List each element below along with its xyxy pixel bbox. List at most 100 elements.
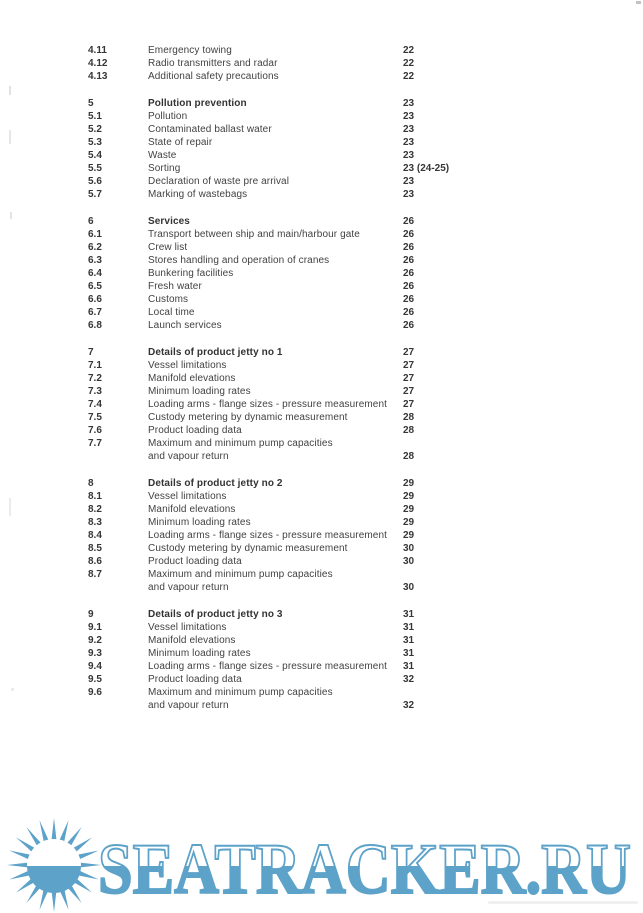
toc-item-number: 5.1 [88, 111, 102, 122]
toc-row: 7.5 Custody metering by dynamic measureme… [0, 411, 643, 424]
toc-page-number: 30 [403, 543, 415, 554]
toc-item-number: 7.3 [88, 386, 102, 397]
toc-item-title: Declaration of waste pre arrival [148, 176, 290, 187]
toc-item-title: Pollution [148, 111, 188, 122]
watermark-text: SEATRACKER.RU [98, 829, 631, 909]
toc-item-title: Bunkering facilities [148, 268, 234, 279]
toc-item-title: Vessel limitations [148, 360, 227, 371]
toc-page-number: 27 [403, 373, 415, 384]
toc-page-number: 31 [403, 661, 415, 672]
toc-item-number: 9.4 [88, 661, 102, 672]
toc-page-number: 26 [403, 307, 415, 318]
toc-item-number: 6.2 [88, 242, 102, 253]
toc-row: 7.6 Product loading data 28 [0, 424, 643, 437]
toc-row: 8.1 Vessel limitations 29 [0, 490, 643, 503]
toc-page-number: 22 [403, 45, 415, 56]
toc-item-number: 9 [88, 609, 94, 620]
toc-item-title: Maximum and minimum pump capacities and v… [148, 437, 403, 463]
toc-item-title: Marking of wastebags [148, 189, 248, 200]
toc-item-number: 7.1 [88, 360, 102, 371]
toc-row: 6.4 Bunkering facilities 26 [0, 267, 643, 280]
toc-page-number: 29 [403, 504, 415, 515]
toc-item-number: 5.4 [88, 150, 102, 161]
toc-item-number: 5.5 [88, 163, 102, 174]
toc-page-number: 26 [403, 229, 415, 240]
toc-item-number: 7.4 [88, 399, 102, 410]
toc-item-number: 9.3 [88, 648, 102, 659]
toc-page-number: 32 [403, 700, 415, 711]
toc-header-row: 9 Details of product jetty no 3 31 [0, 608, 643, 621]
toc-item-number: 6.8 [88, 320, 102, 331]
toc-item-title: Details of product jetty no 1 [148, 347, 283, 358]
toc-item-number: 6.5 [88, 281, 102, 292]
toc-row: 9.5 Product loading data 32 [0, 673, 643, 686]
toc-page-number: 23 [403, 189, 415, 200]
toc-item-title: Loading arms - flange sizes - pressure m… [148, 661, 387, 672]
toc-row: 7.4 Loading arms - flange sizes - pressur… [0, 398, 643, 411]
toc-page-number: 23 [403, 124, 415, 135]
toc-row: 8.6 Product loading data 30 [0, 555, 643, 568]
toc-page-number: 26 [403, 255, 415, 266]
toc-item-number: 6.4 [88, 268, 102, 279]
toc-page-number: 26 [403, 242, 415, 253]
toc-item-title: Local time [148, 307, 195, 318]
toc-page-number: 22 [403, 58, 415, 69]
toc-item-number: 4.11 [88, 45, 107, 56]
toc-header-row: 5 Pollution prevention 23 [0, 97, 643, 110]
toc-group: 7 Details of product jetty no 1 27 7.1 Vesse… [0, 346, 643, 463]
toc-page-number: 26 [403, 268, 415, 279]
toc-item-title: Custody metering by dynamic measurement [148, 412, 348, 423]
toc-page-number: 23 [403, 137, 415, 148]
toc-item-title: Sorting [148, 163, 181, 174]
toc-page-number: 27 [403, 360, 415, 371]
toc-item-title: Vessel limitations [148, 622, 227, 633]
toc-page-number: 23 [403, 111, 415, 122]
toc-item-number: 5.6 [88, 176, 102, 187]
toc-item-title-line2: and vapour return [148, 451, 229, 462]
toc-page-number: 31 [403, 622, 415, 633]
toc-row: 9.3 Minimum loading rates 31 [0, 647, 643, 660]
toc-page-number: 29 [403, 530, 415, 541]
toc-item-title: Product loading data [148, 556, 242, 567]
toc-item-title: Loading arms - flange sizes - pressure m… [148, 530, 387, 541]
toc-item-title: State of repair [148, 137, 213, 148]
toc-page-number: 29 [403, 517, 415, 528]
toc-page-number: 31 [403, 648, 415, 659]
toc-page-number: 29 [403, 478, 415, 489]
toc-page-number: 31 [403, 609, 415, 620]
seatracker-watermark: SEATRACKER.RU [7, 818, 632, 912]
toc-item-title: Radio transmitters and radar [148, 58, 278, 69]
toc-row: 9.2 Manifold elevations 31 [0, 634, 643, 647]
toc-group: 6 Services 26 6.1 Transport between ship and… [0, 215, 643, 332]
toc-row: 6.7 Local time 26 [0, 306, 643, 319]
toc-item-number: 7.5 [88, 412, 102, 423]
toc-item-number: 7.2 [88, 373, 102, 384]
toc-header-row: 8 Details of product jetty no 2 29 [0, 477, 643, 490]
toc-item-number: 6.6 [88, 294, 102, 305]
toc-row: 8.3 Minimum loading rates 29 [0, 516, 643, 529]
toc-item-number: 6.1 [88, 229, 102, 240]
toc-item-number: 8.2 [88, 504, 102, 515]
toc-row: 7.7 Maximum and minimum pump capacities an… [0, 437, 643, 463]
toc-item-number: 6.7 [88, 307, 102, 318]
toc-item-number: 8.5 [88, 543, 102, 554]
toc-item-number: 9.5 [88, 674, 102, 685]
toc-item-number: 7.6 [88, 425, 102, 436]
toc-row: 9.4 Loading arms - flange sizes - pressur… [0, 660, 643, 673]
toc-page-number: 26 [403, 216, 415, 227]
toc-row: 6.8 Launch services 26 [0, 319, 643, 332]
toc-row: 8.7 Maximum and minimum pump capacities an… [0, 568, 643, 594]
toc-group: 8 Details of product jetty no 2 29 8.1 Vesse… [0, 477, 643, 594]
toc-item-title: Emergency towing [148, 45, 232, 56]
toc-item-title: Contaminated ballast water [148, 124, 272, 135]
toc-item-title: Additional safety precautions [148, 71, 279, 82]
toc-item-number: 5.7 [88, 189, 102, 200]
toc-row: 5.7 Marking of wastebags 23 [0, 188, 643, 201]
toc: 4.11 Emergency towing 22 4.12 Radio transmit… [0, 44, 643, 712]
toc-item-title: Loading arms - flange sizes - pressure m… [148, 399, 387, 410]
toc-header-row: 6 Services 26 [0, 215, 643, 228]
toc-page-number: 32 [403, 674, 415, 685]
toc-row: 7.1 Vessel limitations 27 [0, 359, 643, 372]
toc-item-title: Fresh water [148, 281, 202, 292]
